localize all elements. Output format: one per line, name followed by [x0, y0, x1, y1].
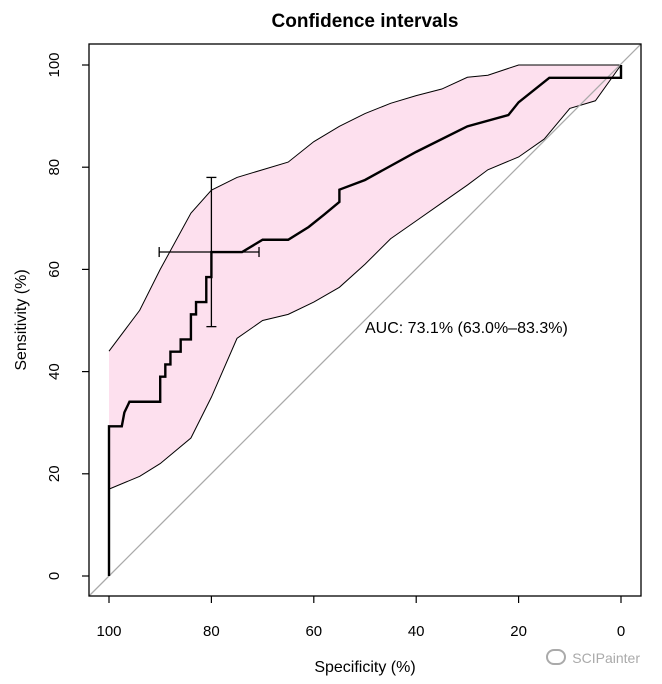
y-tick-label: 0: [46, 572, 63, 580]
chart-title: Confidence intervals: [272, 11, 459, 32]
watermark-text: SCIPainter: [572, 650, 640, 666]
roc-curve: [107, 65, 623, 576]
x-axis-label: Specificity (%): [314, 659, 415, 676]
y-axis-label: Sensitivity (%): [13, 269, 30, 370]
y-tick-label: 40: [46, 363, 63, 380]
x-tick-label: 60: [305, 623, 322, 640]
wechat-icon: [546, 649, 567, 665]
x-tick-label: 40: [408, 623, 425, 640]
plot-area: [88, 43, 642, 597]
axes: 100 80 60 40 20 0 0 20 40 60 80 100: [46, 43, 642, 640]
chance-diagonal: [88, 43, 642, 597]
auc-annotation: AUC: 73.1% (63.0%–83.3%): [365, 320, 568, 337]
watermark: SCIPainter: [546, 649, 640, 666]
plot-frame: [88, 43, 642, 597]
y-tick-label: 60: [46, 261, 63, 278]
x-tick-label: 100: [96, 623, 121, 640]
ci-crosshair: [158, 176, 260, 328]
y-tick-label: 20: [46, 465, 63, 482]
ci-band-lower-line: [108, 64, 622, 490]
x-tick-label: 0: [617, 623, 625, 640]
ci-band-upper-line: [108, 64, 621, 352]
ci-band: [109, 65, 621, 490]
x-tick-label: 20: [510, 623, 527, 640]
y-tick-label: 100: [46, 52, 63, 77]
y-tick-label: 80: [46, 159, 63, 176]
x-tick-label: 80: [203, 623, 220, 640]
